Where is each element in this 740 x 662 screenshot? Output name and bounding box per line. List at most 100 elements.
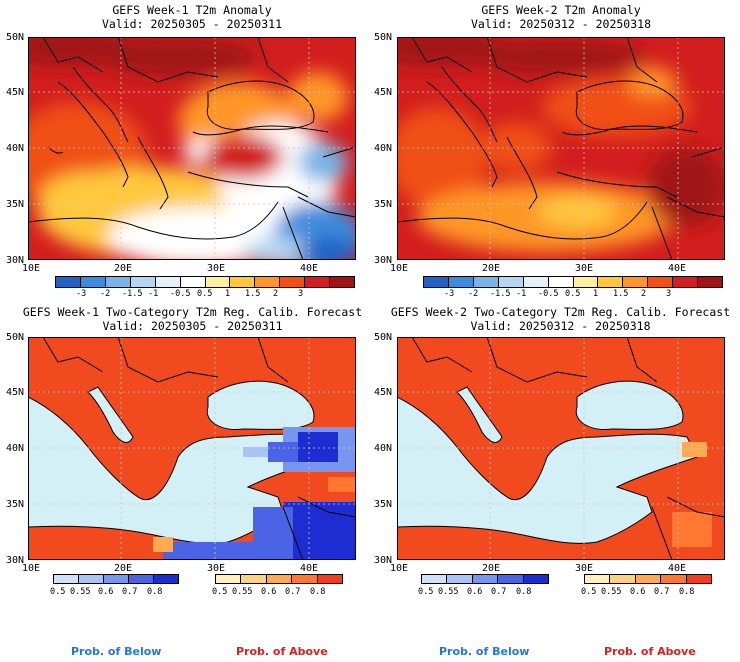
colorbar-label: 0.6 bbox=[261, 587, 277, 597]
colorbar-label: 0.55 bbox=[601, 587, 622, 597]
colorbar-label: -0.5 bbox=[170, 289, 191, 299]
lat-label: 30N bbox=[6, 255, 25, 266]
colorbar-swatch bbox=[80, 277, 106, 287]
anomaly-colorbar-week1 bbox=[55, 276, 355, 288]
colorbar-label: 0.5 bbox=[565, 289, 581, 299]
colorbar-label: -2 bbox=[468, 289, 479, 299]
colorbar-swatch bbox=[255, 277, 281, 287]
colorbar-label: 0.7 bbox=[654, 587, 670, 597]
colorbar-swatch bbox=[104, 575, 129, 583]
map-week1-probability bbox=[28, 337, 356, 560]
colorbar-swatch bbox=[129, 575, 154, 583]
lat-label: 30N bbox=[374, 555, 393, 566]
colorbar-label: 0.8 bbox=[147, 587, 163, 597]
colorbar-label: 2 bbox=[641, 289, 647, 299]
lat-label: 35N bbox=[6, 199, 25, 210]
lon-label: 30E bbox=[575, 563, 594, 574]
map-week2-probability bbox=[397, 337, 725, 560]
lon-label: 40E bbox=[668, 563, 687, 574]
colorbar-label: -1.5 bbox=[122, 289, 143, 299]
colorbar-swatch bbox=[54, 575, 79, 583]
lat-label: 40N bbox=[374, 143, 393, 154]
colorbar-label: 0.6 bbox=[630, 587, 646, 597]
colorbar-swatch bbox=[698, 277, 723, 287]
colorbar-label: 1 bbox=[225, 289, 231, 299]
colorbar-swatch bbox=[56, 277, 81, 287]
colorbar-swatch bbox=[330, 277, 355, 287]
colorbar-swatch bbox=[673, 277, 699, 287]
prob-above-colorbar-week2 bbox=[584, 574, 712, 584]
lon-label: 30E bbox=[207, 263, 226, 274]
colorbar-swatch bbox=[472, 575, 499, 583]
colorbar-label: 0.5 bbox=[418, 587, 434, 597]
colorbar-swatch bbox=[523, 575, 549, 583]
prob-below-colorbar-week2 bbox=[421, 574, 549, 584]
colorbar-label: 3 bbox=[666, 289, 672, 299]
colorbar-swatch bbox=[241, 575, 267, 583]
colorbar-label: -2 bbox=[100, 289, 111, 299]
colorbar-label: -1 bbox=[148, 289, 159, 299]
lon-label: 10E bbox=[390, 563, 409, 574]
colorbar-swatch bbox=[317, 575, 343, 583]
colorbar-label: 0.5 bbox=[50, 587, 66, 597]
panel-title-week1-anomaly: GEFS Week-1 T2m Anomaly Valid: 20250305 -… bbox=[101, 3, 282, 31]
lat-label: 35N bbox=[6, 499, 25, 510]
colorbar-swatch bbox=[585, 575, 611, 583]
colorbar-label: 0.8 bbox=[516, 587, 532, 597]
lon-label: 20E bbox=[114, 563, 133, 574]
colorbar-swatch bbox=[448, 277, 474, 287]
colorbar-swatch bbox=[155, 277, 181, 287]
colorbar-swatch bbox=[610, 575, 636, 583]
lat-label: 45N bbox=[374, 387, 393, 398]
colorbar-label: -1.5 bbox=[490, 289, 511, 299]
lat-label: 50N bbox=[374, 332, 393, 343]
lat-label: 35N bbox=[374, 499, 393, 510]
lat-label: 40N bbox=[6, 143, 25, 154]
colorbar-swatch bbox=[498, 277, 524, 287]
footer-prob-above-week1: Prob. of Above bbox=[236, 645, 328, 658]
lon-label: 40E bbox=[668, 263, 687, 274]
colorbar-label: 1.5 bbox=[245, 289, 261, 299]
colorbar-swatch bbox=[635, 575, 662, 583]
colorbar-swatch bbox=[473, 277, 499, 287]
colorbar-label: 0.6 bbox=[98, 587, 114, 597]
colorbar-swatch bbox=[154, 575, 178, 583]
colorbar-label: 0.5 bbox=[581, 587, 597, 597]
colorbar-swatch bbox=[447, 575, 473, 583]
colorbar-swatch bbox=[305, 277, 331, 287]
lon-label: 20E bbox=[482, 263, 501, 274]
panel-title-week1-probability: GEFS Week-1 Two-Category T2m Reg. Calib.… bbox=[22, 305, 363, 333]
colorbar-swatch bbox=[661, 575, 687, 583]
colorbar-label: 1 bbox=[593, 289, 599, 299]
colorbar-label: 0.7 bbox=[285, 587, 301, 597]
colorbar-swatch bbox=[623, 277, 649, 287]
colorbar-label: 0.6 bbox=[467, 587, 483, 597]
colorbar-label: 0.7 bbox=[122, 587, 138, 597]
colorbar-swatch bbox=[280, 277, 306, 287]
map-week1-anomaly bbox=[28, 37, 356, 260]
colorbar-swatch bbox=[230, 277, 256, 287]
colorbar-swatch bbox=[266, 575, 293, 583]
panel-title-week2-anomaly: GEFS Week-2 T2m Anomaly Valid: 20250312 -… bbox=[470, 3, 651, 31]
colorbar-label: 0.8 bbox=[310, 587, 326, 597]
footer-prob-below-week2: Prob. of Below bbox=[439, 645, 530, 658]
lat-label: 45N bbox=[6, 87, 25, 98]
colorbar-label: -3 bbox=[444, 289, 455, 299]
colorbar-label: 2 bbox=[273, 289, 279, 299]
lon-label: 30E bbox=[207, 563, 226, 574]
lat-label: 50N bbox=[6, 332, 25, 343]
lon-label: 10E bbox=[22, 563, 41, 574]
lat-label: 30N bbox=[374, 255, 393, 266]
colorbar-label: 1.5 bbox=[613, 289, 629, 299]
colorbar-label: -3 bbox=[76, 289, 87, 299]
colorbar-swatch bbox=[523, 277, 549, 287]
lon-label: 10E bbox=[22, 263, 41, 274]
colorbar-swatch bbox=[79, 575, 104, 583]
lon-label: 40E bbox=[300, 263, 319, 274]
colorbar-swatch bbox=[598, 277, 624, 287]
lon-label: 40E bbox=[300, 563, 319, 574]
colorbar-swatch bbox=[548, 277, 574, 287]
prob-above-colorbar-week1 bbox=[215, 574, 343, 584]
lat-label: 45N bbox=[6, 387, 25, 398]
lat-label: 35N bbox=[374, 199, 393, 210]
